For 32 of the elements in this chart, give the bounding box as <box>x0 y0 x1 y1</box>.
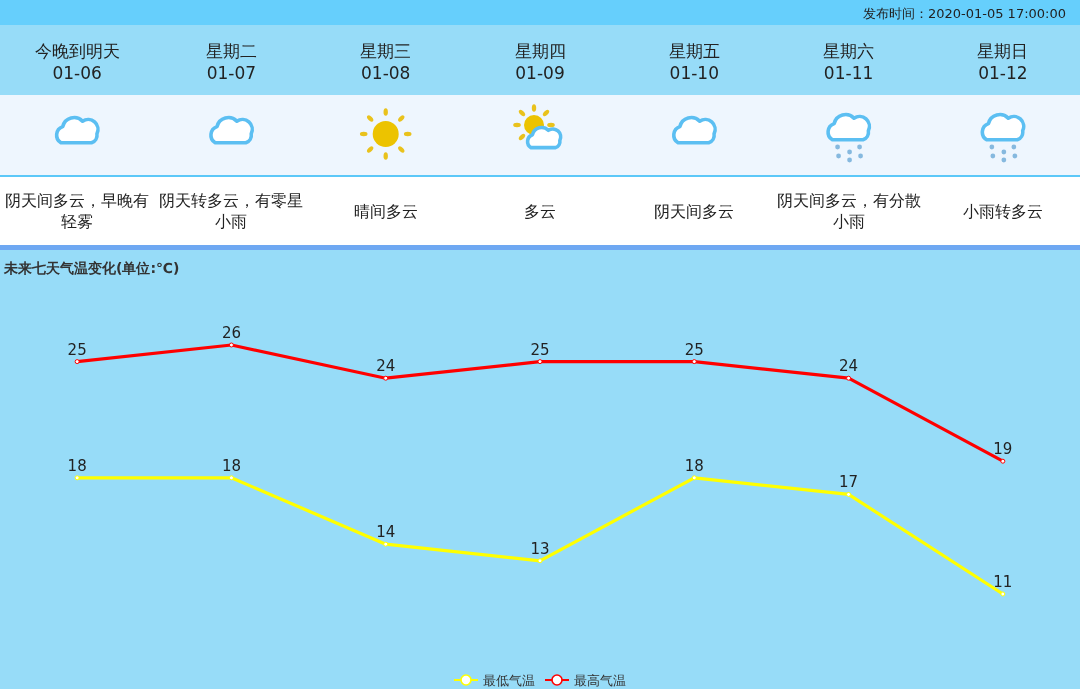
x-tick-label: 星期五 01-10 <box>668 41 720 83</box>
text: 多云 <box>523 200 557 223</box>
data-label: 18 <box>684 456 704 475</box>
data-label: 11 <box>993 573 1013 591</box>
x-tick-label: 星期三 01-08 <box>360 41 412 83</box>
data-label: 24 <box>839 357 859 376</box>
data-label: 25 <box>530 340 550 359</box>
data-label: 18 <box>221 456 241 475</box>
data-label: 14 <box>376 523 396 542</box>
data-label: 13 <box>530 539 550 558</box>
text: 小雨转多云 <box>961 200 1044 223</box>
x-tick-label: 星期二 01-07 <box>205 41 257 83</box>
data-label: 25 <box>684 340 704 359</box>
x-tick-label: 星期四 01-09 <box>514 41 566 83</box>
x-tick-label: 今晚到明天 01-06 <box>34 41 120 83</box>
data-label: 18 <box>67 456 87 475</box>
text: 阴天间多云，早晚有轻雾 <box>4 190 151 233</box>
text: 晴间多云 <box>352 200 419 223</box>
text: 发布时间：2020-01-05 17:00:00 <box>862 6 1066 21</box>
data-label: 24 <box>376 357 396 376</box>
text: 阴天间多云 <box>653 200 736 223</box>
chart-title: 未来七天气温变化(单位:℃) <box>3 260 180 276</box>
data-label: 26 <box>221 324 241 342</box>
x-tick-label: 星期六 01-11 <box>823 41 875 83</box>
x-tick-label: 星期日 01-12 <box>977 41 1029 83</box>
text: 阴天转多云，有零星小雨 <box>158 190 305 233</box>
data-label: 17 <box>839 473 859 492</box>
legend-label: 最低气温 <box>483 673 535 688</box>
data-label: 25 <box>67 340 87 359</box>
legend-label: 最高气温 <box>574 673 626 688</box>
data-label: 19 <box>993 440 1013 459</box>
text: 阴天间多云，有分散小雨 <box>775 190 922 233</box>
